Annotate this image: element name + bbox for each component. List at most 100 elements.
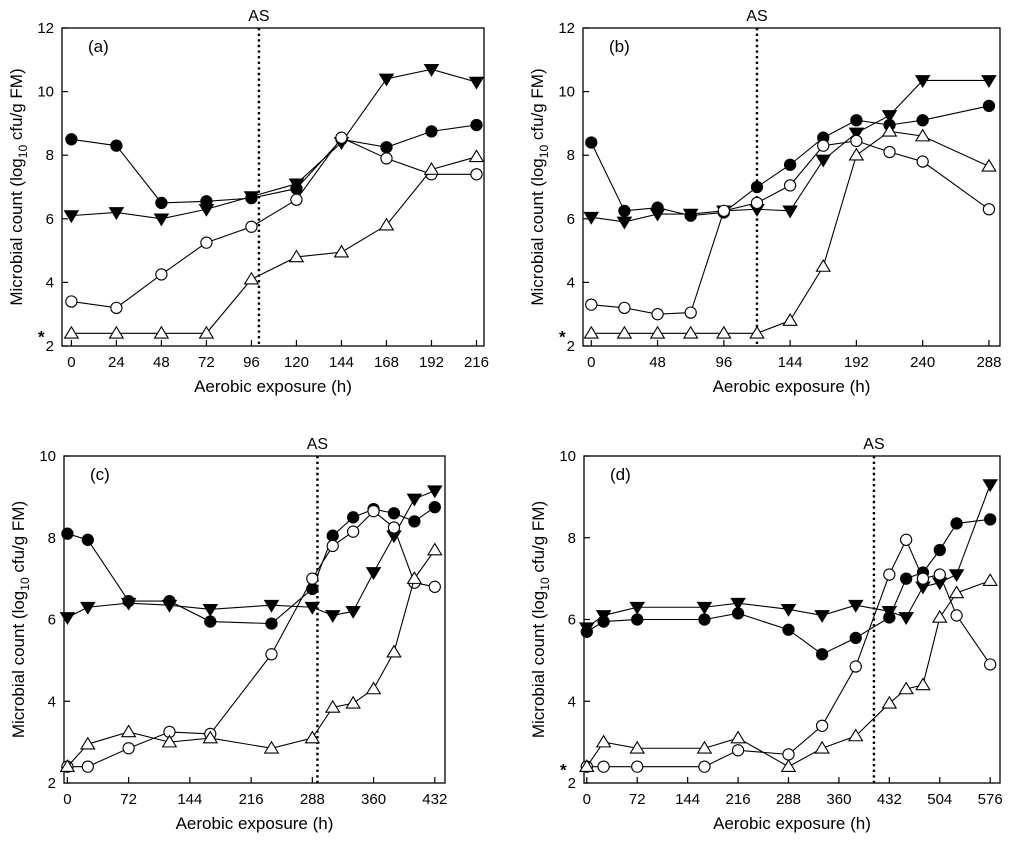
y-tick-label: 8 bbox=[567, 147, 575, 164]
data-point bbox=[470, 168, 483, 181]
y-axis-title-sub: 10 bbox=[538, 577, 552, 591]
data-point bbox=[59, 612, 76, 625]
series-open-triangle-up bbox=[59, 542, 443, 772]
x-tick-label: 192 bbox=[844, 354, 869, 371]
data-point bbox=[684, 306, 697, 319]
data-point bbox=[386, 644, 402, 658]
data-point bbox=[380, 152, 393, 165]
series-filled-triangle-down bbox=[63, 64, 485, 227]
x-axis-title: Aerobic exposure (h) bbox=[713, 377, 871, 396]
data-point bbox=[717, 204, 730, 217]
data-point bbox=[900, 572, 913, 585]
y-axis-title-tail: cfu/g FM) bbox=[528, 68, 547, 145]
data-point bbox=[915, 677, 931, 691]
data-point bbox=[198, 203, 215, 217]
x-tick-label: 144 bbox=[778, 354, 803, 371]
x-tick-label: 216 bbox=[726, 791, 751, 808]
y-tick-label: 8 bbox=[568, 530, 576, 547]
data-point bbox=[243, 191, 260, 205]
data-point bbox=[427, 542, 443, 556]
panel-label: (c) bbox=[90, 465, 110, 484]
y-axis-title-sub: 10 bbox=[537, 145, 551, 159]
y-tick-label: 8 bbox=[48, 530, 56, 547]
data-point bbox=[423, 64, 440, 77]
data-point bbox=[900, 533, 913, 546]
data-point bbox=[914, 75, 931, 88]
data-point bbox=[80, 601, 96, 615]
data-point bbox=[916, 114, 929, 127]
data-point bbox=[202, 603, 219, 617]
y-tick-label: 4 bbox=[48, 693, 56, 710]
data-point bbox=[585, 298, 598, 311]
data-point bbox=[914, 128, 931, 142]
detection-limit-star: * bbox=[559, 327, 566, 346]
data-point bbox=[848, 127, 865, 141]
y-axis-title-sub: 10 bbox=[16, 145, 30, 159]
x-tick-label: 288 bbox=[776, 791, 801, 808]
data-point bbox=[304, 730, 321, 744]
y-tick-label: 6 bbox=[48, 612, 56, 629]
data-point bbox=[982, 203, 996, 216]
data-point bbox=[916, 572, 930, 585]
data-point bbox=[881, 123, 898, 137]
data-point bbox=[583, 325, 600, 339]
series-filled-triangle-down bbox=[583, 75, 997, 230]
data-point bbox=[367, 505, 380, 518]
data-point bbox=[110, 139, 123, 152]
y-tick-label: 10 bbox=[39, 448, 56, 465]
data-point bbox=[423, 161, 440, 175]
data-point bbox=[365, 567, 382, 581]
data-point bbox=[981, 158, 997, 172]
data-point bbox=[333, 244, 350, 258]
data-point bbox=[335, 131, 348, 144]
data-point bbox=[290, 193, 303, 206]
data-point bbox=[155, 196, 168, 210]
y-tick-label: 4 bbox=[568, 693, 576, 710]
x-tick-label: 72 bbox=[629, 791, 646, 808]
y-tick-label: 2 bbox=[48, 775, 56, 792]
y-axis-title: Microbial count (log10 cfu/g FM) bbox=[528, 68, 551, 305]
x-tick-label: 504 bbox=[927, 791, 952, 808]
data-point bbox=[847, 599, 864, 613]
data-point bbox=[161, 734, 178, 748]
x-tick-label: 48 bbox=[153, 354, 170, 371]
data-point bbox=[931, 609, 948, 623]
series-filled-circle bbox=[61, 500, 441, 630]
series-line bbox=[67, 510, 435, 768]
data-point bbox=[815, 719, 829, 732]
data-point bbox=[243, 271, 260, 285]
data-point bbox=[631, 760, 644, 773]
data-point bbox=[616, 216, 633, 230]
data-point bbox=[716, 325, 732, 339]
x-tick-label: 96 bbox=[715, 354, 732, 371]
data-point bbox=[387, 507, 401, 520]
data-point bbox=[59, 759, 76, 772]
x-tick-label: 192 bbox=[419, 354, 444, 371]
data-point bbox=[881, 606, 898, 619]
data-point bbox=[682, 325, 699, 339]
series-open-circle bbox=[585, 134, 996, 321]
data-point bbox=[649, 208, 666, 222]
series-filled-triangle-down bbox=[579, 479, 998, 636]
series-line bbox=[71, 68, 477, 220]
panel-4: 2 4 6 8 10 0 72 144 216 288 360 432 504 576 Aerobic ex… bbox=[529, 436, 1003, 833]
x-tick-label: 96 bbox=[243, 354, 260, 371]
data-point bbox=[982, 479, 998, 493]
x-tick-label: 360 bbox=[361, 791, 386, 808]
x-tick-label: 120 bbox=[284, 354, 309, 371]
data-point bbox=[406, 571, 423, 584]
data-point bbox=[782, 205, 798, 219]
x-tick-label: 48 bbox=[649, 354, 666, 371]
data-point bbox=[153, 213, 170, 227]
data-point bbox=[780, 759, 797, 772]
data-point bbox=[585, 136, 598, 149]
data-point bbox=[161, 599, 178, 613]
y-axis-title-main: Microbial count (log bbox=[9, 591, 28, 738]
x-tick-label: 432 bbox=[877, 791, 902, 808]
data-point bbox=[698, 760, 711, 773]
series-line bbox=[586, 538, 991, 768]
data-point bbox=[696, 740, 713, 754]
data-point bbox=[883, 568, 896, 581]
series-line bbox=[591, 130, 990, 334]
